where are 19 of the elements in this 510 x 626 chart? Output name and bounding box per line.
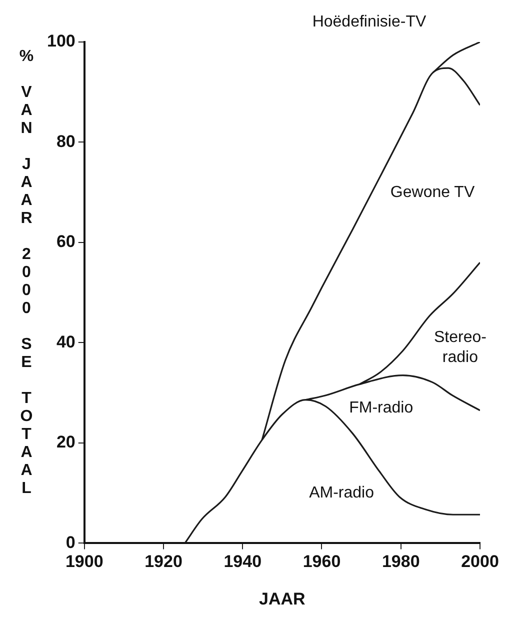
text: Hoëdefinisie-TV	[312, 13, 426, 30]
x-tick-label: 1980	[382, 552, 420, 572]
series-label: Stereo-radio	[434, 329, 486, 366]
x-tick-label: 1960	[302, 552, 341, 572]
x-tick-label: 1940	[224, 552, 262, 572]
y-tick-label: 100	[46, 32, 76, 51]
series-label: Gewone TV	[390, 184, 475, 201]
x-tick-label: 1920	[144, 552, 182, 572]
y-axis-title: % VAN JAAR 2000 SE TOTAAL	[17, 47, 36, 498]
y-tick-label: 0	[66, 532, 76, 552]
y-tick-label: 60	[56, 232, 76, 252]
y-tick-label: 40	[56, 332, 76, 352]
x-tick-label: 2000	[461, 552, 499, 572]
x-tick-label: 1900	[65, 552, 104, 572]
y-tick-label: 80	[56, 132, 76, 151]
x-axis-title: JAAR	[259, 589, 306, 608]
y-tick-label: 20	[56, 432, 76, 452]
series-label: AM-radio	[309, 484, 374, 502]
series-label: FM-radio	[349, 399, 414, 416]
